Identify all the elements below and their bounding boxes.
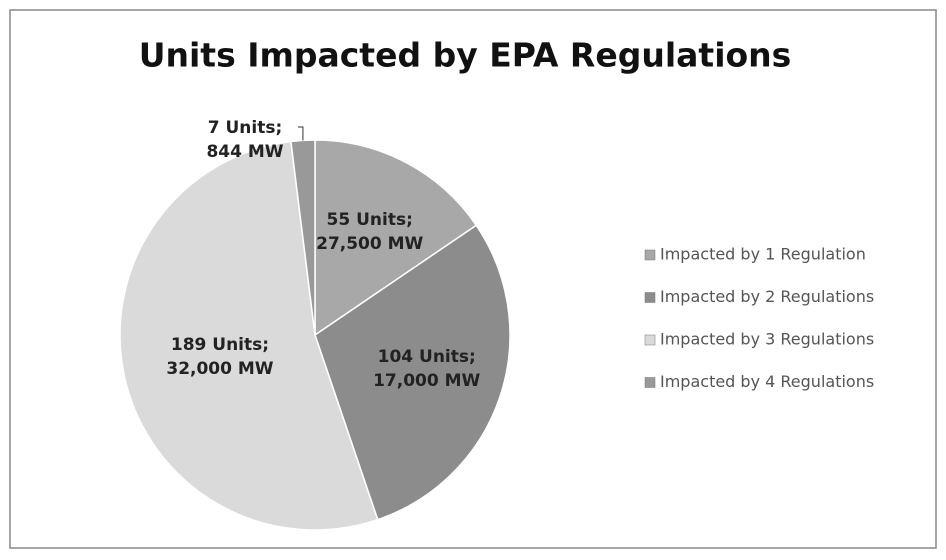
- data-label: 189 Units; 32,000 MW: [166, 334, 274, 379]
- legend-label: Impacted by 3 Regulations: [660, 330, 874, 349]
- pie-slice: [290, 139, 316, 336]
- data-label: 104 Units; 17,000 MW: [373, 347, 481, 392]
- chart-title: Units Impacted by EPA Regulations: [139, 36, 792, 75]
- pie-slice: [119, 140, 379, 531]
- data-label: 55 Units; 27,500 MW: [316, 209, 424, 254]
- leader-line: [298, 126, 304, 141]
- data-label: 7 Units; 844 MW: [206, 118, 284, 162]
- legend-swatch: [644, 377, 656, 388]
- pie-slice: [314, 224, 511, 521]
- pie-slice: [314, 139, 478, 337]
- legend-label: Impacted by 4 Regulations: [660, 372, 874, 391]
- legend-swatch: [644, 249, 656, 261]
- legend-label: Impacted by 1 Regulation: [660, 245, 866, 264]
- legend-swatch: [644, 334, 656, 346]
- legend-swatch: [644, 292, 656, 303]
- legend-label: Impacted by 2 Regulations: [660, 287, 874, 306]
